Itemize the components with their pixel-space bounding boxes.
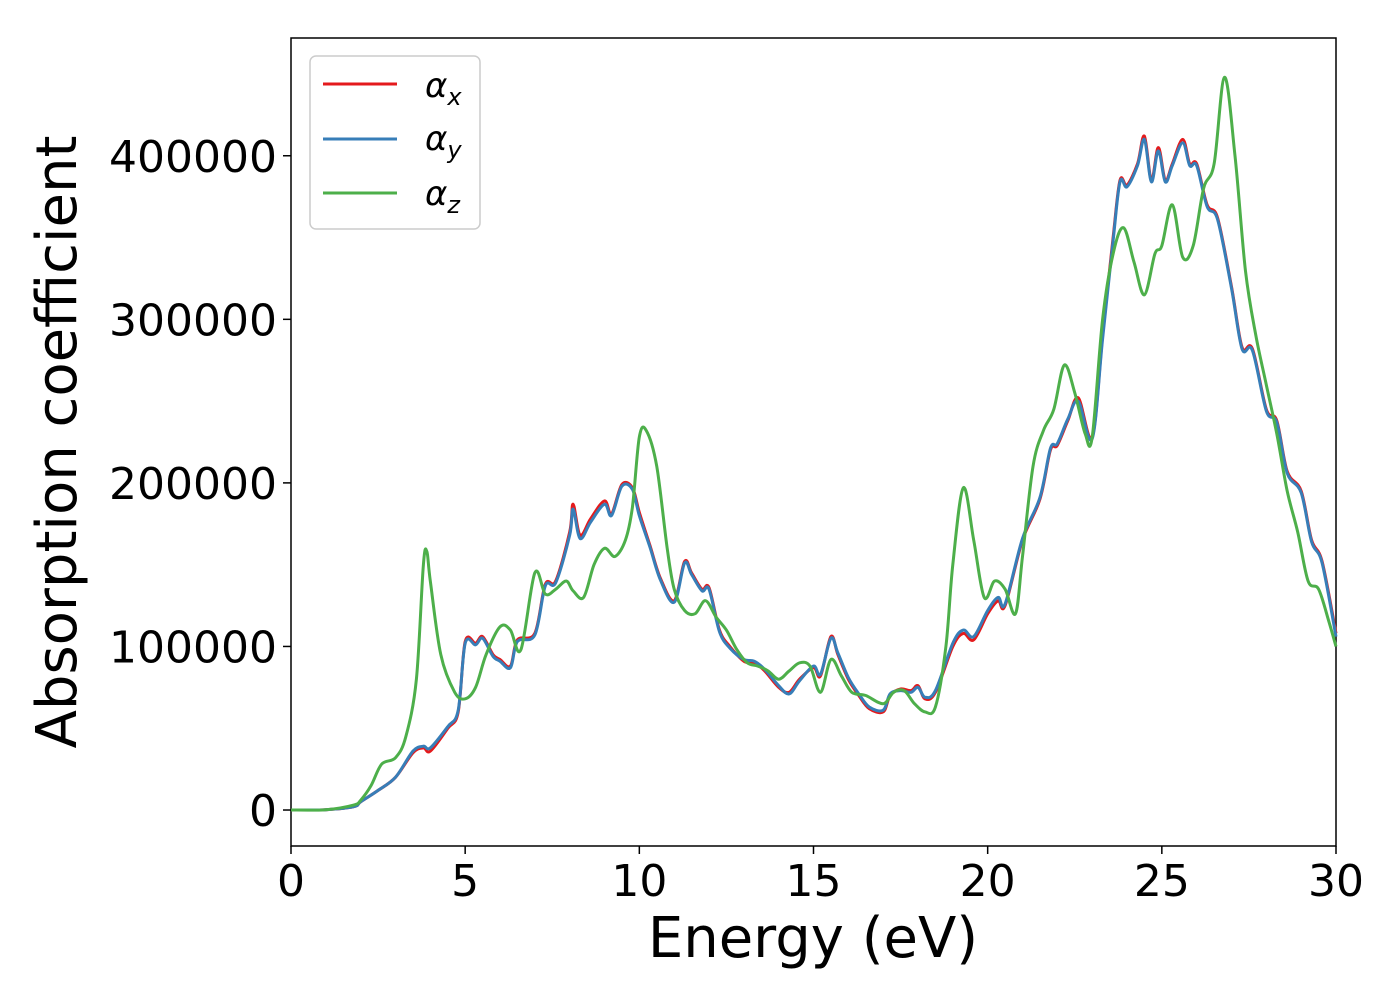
x-tick-label: 10 [611,856,667,907]
x-tick-label: 25 [1134,856,1190,907]
legend-label-z: αz [425,174,461,219]
x-tick-label: 30 [1308,856,1364,907]
legend-label-x: αx [425,66,462,111]
y-tick-label: 300000 [109,295,277,346]
series-line-z [290,75,1338,812]
x-tick-label: 0 [277,856,305,907]
y-tick-label: 0 [249,786,277,837]
y-tick-label: 200000 [109,459,277,510]
series-lines [290,75,1338,812]
x-tick-label: 20 [960,856,1016,907]
legend: αx αy αz [309,55,481,230]
y-axis-label: Absorption coefficient [25,136,90,749]
legend-box [309,55,481,230]
x-tick-label: 15 [786,856,842,907]
legend-label-y: αy [425,119,462,164]
x-tick-label: 5 [451,856,479,907]
series-line-y [290,137,1338,812]
y-axis-ticks: 0 100000 200000 300000 400000 [109,132,291,837]
x-axis-label: Energy (eV) [648,906,978,971]
y-tick-label: 100000 [109,622,277,673]
y-tick-label: 400000 [109,132,277,183]
x-axis-ticks: 0 5 10 15 20 25 30 [277,846,1364,907]
